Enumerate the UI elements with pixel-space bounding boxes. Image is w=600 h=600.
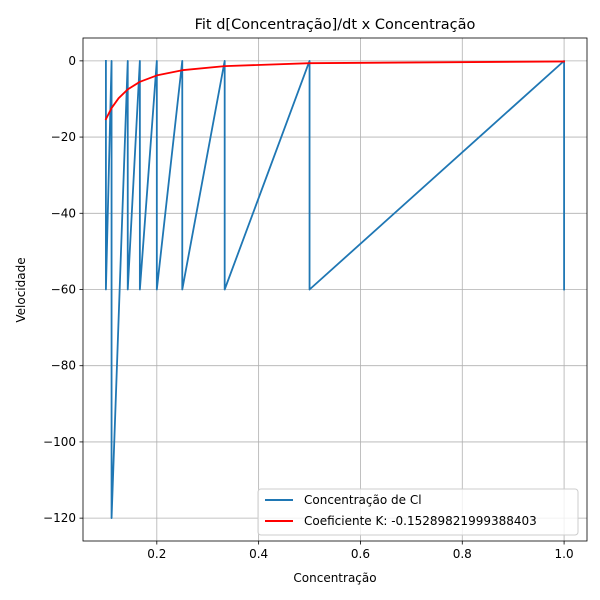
y-tick-label: −80 [51, 359, 76, 373]
y-tick-label: 0 [68, 54, 76, 68]
y-tick-label: −120 [43, 511, 76, 525]
y-tick-label: −40 [51, 206, 76, 220]
legend-label-coeficiente: Coeficiente K: -0.15289821999388403 [304, 514, 537, 528]
x-tick-label: 0.2 [147, 547, 166, 561]
x-tick-label: 0.8 [453, 547, 472, 561]
y-axis-label: Velocidade [14, 257, 28, 322]
chart-title: Fit d[Concentração]/dt x Concentração [195, 17, 476, 33]
y-tick-label: −100 [43, 435, 76, 449]
legend-label-concentracao: Concentração de Cl [304, 493, 422, 507]
x-tick-label: 0.6 [351, 547, 370, 561]
legend: Concentração de Cl Coeficiente K: -0.152… [258, 489, 578, 535]
x-tick-label: 0.4 [249, 547, 268, 561]
x-tick-label: 1.0 [555, 547, 574, 561]
x-axis-label: Concentração [293, 571, 376, 585]
y-tick-label: −60 [51, 283, 76, 297]
y-tick-label: −20 [51, 130, 76, 144]
